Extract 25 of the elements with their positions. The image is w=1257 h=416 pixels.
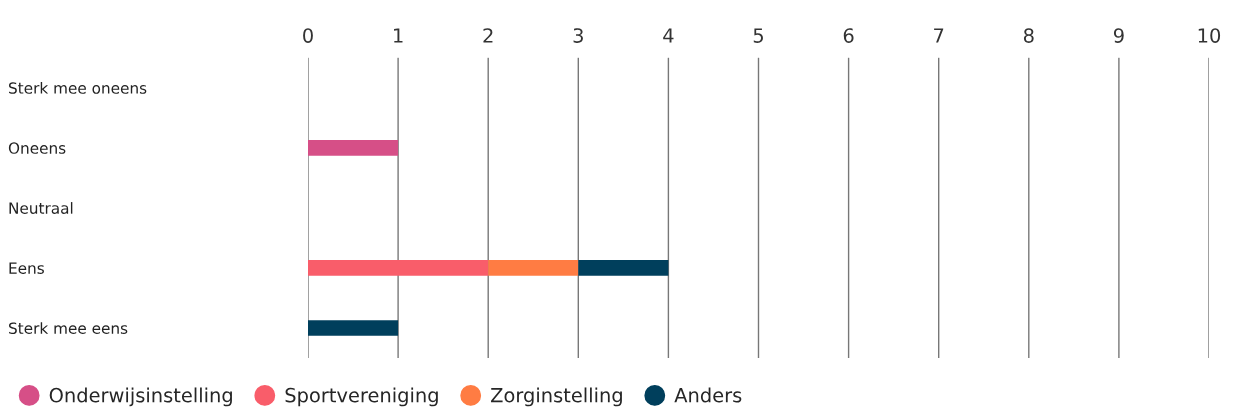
x-tick-label: 0 — [303, 28, 313, 43]
x-tick-label: 7 — [934, 28, 944, 43]
x-tick-label: 5 — [753, 28, 763, 43]
legend-label: Anders — [674, 387, 742, 403]
x-tick-label: 6 — [843, 28, 854, 43]
bar — [308, 320, 399, 336]
y-tick-label: Sterk mee oneens — [9, 81, 147, 94]
x-tick-label: 3 — [573, 28, 583, 43]
y-tick-label: Oneens — [8, 142, 66, 154]
x-tick-label: 9 — [1113, 28, 1124, 43]
x-tick-label: 2 — [483, 28, 493, 43]
legend-label: Onderwijsinstelling — [49, 387, 232, 407]
legend-label: Zorginstelling — [491, 387, 622, 407]
x-tick-label: 8 — [1023, 28, 1034, 43]
x-tick-label: 10 — [1198, 28, 1221, 43]
y-tick-label: Neutraal — [9, 202, 73, 214]
bar — [308, 140, 399, 156]
bar — [308, 260, 489, 276]
y-tick-label: Sterk mee eens — [9, 322, 128, 334]
legend-label: Sportvereniging — [285, 387, 438, 407]
x-tick-label: 4 — [663, 28, 674, 43]
x-tick-label: 1 — [394, 28, 403, 43]
bar — [488, 260, 579, 276]
y-tick-label: Eens — [9, 262, 44, 274]
bar — [578, 260, 669, 276]
